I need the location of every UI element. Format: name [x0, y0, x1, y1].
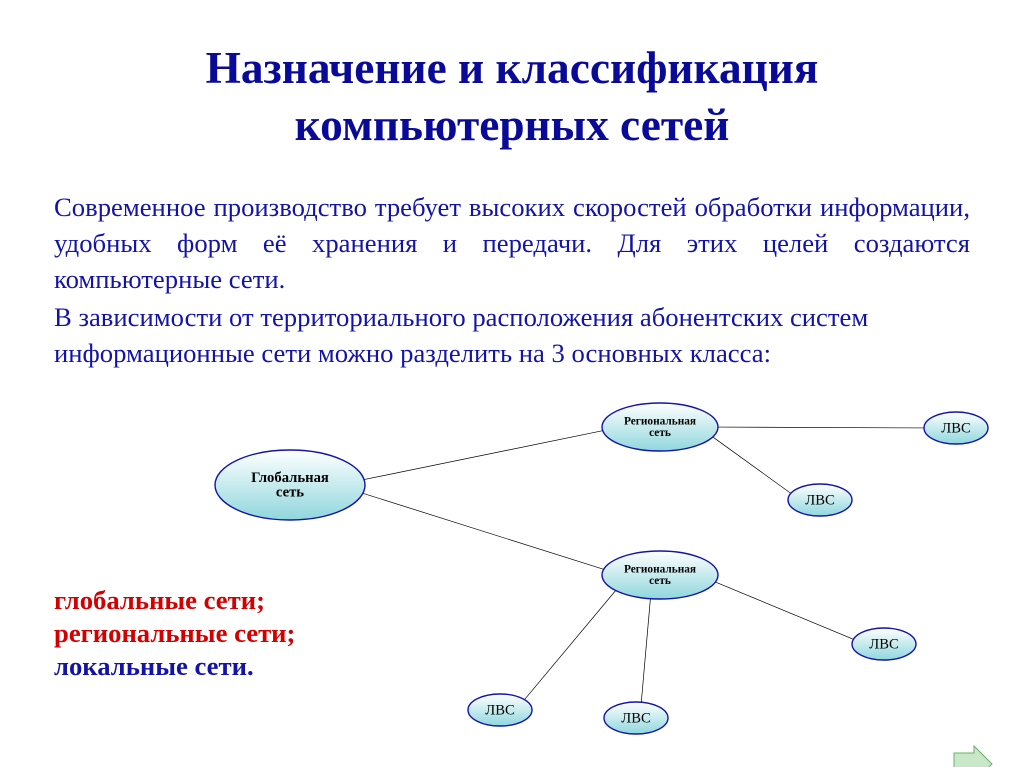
diagram-edge	[641, 599, 650, 703]
diagram-node-lvs2	[788, 484, 852, 516]
diagram-node-label: Глобальная	[251, 470, 329, 486]
diagram-node-label: сеть	[649, 427, 671, 439]
diagram-node-label: ЛВС	[485, 702, 515, 718]
diagram-node-label: ЛВС	[805, 492, 835, 508]
diagram-edge	[364, 431, 603, 480]
body-text: Современное производство требует высоких…	[54, 189, 970, 371]
diagram-edge	[524, 590, 615, 699]
paragraph-1: Современное производство требует высоких…	[54, 189, 970, 297]
diagram-node-region1	[602, 403, 718, 451]
diagram-node-region2	[602, 551, 718, 599]
diagram-node-label: ЛВС	[941, 420, 971, 436]
diagram-node-label: ЛВС	[869, 636, 899, 652]
diagram-node-label: ЛВС	[621, 710, 651, 726]
diagram-node-lvs1	[924, 412, 988, 444]
diagram-edge	[363, 493, 604, 569]
diagram-node-lvs3	[468, 694, 532, 726]
diagram-node-global	[215, 450, 365, 520]
diagram-node-lvs4	[604, 702, 668, 734]
diagram-node-label: Региональная	[624, 416, 696, 428]
network-class-list: глобальные сети; региональные сети; лока…	[54, 585, 295, 684]
title-line-2: компьютерных сетей	[0, 97, 1024, 154]
diagram-edge	[713, 437, 791, 493]
diagram-edge	[715, 582, 853, 639]
list-item: региональные сети;	[54, 618, 295, 649]
diagram-edge	[718, 427, 924, 428]
diagram-node-lvs5	[852, 628, 916, 660]
diagram-node-label: сеть	[276, 485, 304, 501]
slide-title: Назначение и классификация компьютерных …	[0, 40, 1024, 153]
list-item: локальные сети.	[54, 651, 295, 682]
next-slide-button[interactable]	[950, 743, 996, 767]
diagram-node-label: Региональная	[624, 564, 696, 576]
list-item: глобальные сети;	[54, 585, 295, 616]
title-line-1: Назначение и классификация	[0, 40, 1024, 97]
paragraph-2: В зависимости от территориального распол…	[54, 299, 970, 371]
diagram-node-label: сеть	[649, 575, 671, 587]
